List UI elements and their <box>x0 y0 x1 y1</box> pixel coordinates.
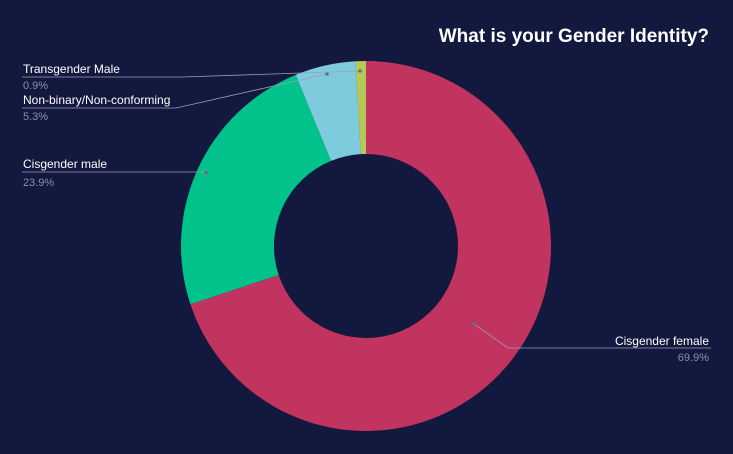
slice-label-transgender-male: Transgender Male <box>23 62 120 76</box>
leader-line-cisgender-female <box>473 323 711 349</box>
slice-value-cisgender-male: 23.9% <box>23 177 54 189</box>
slice-labels: Cisgender female 69.9% Cisgender male 23.9%… <box>23 62 709 364</box>
slice-transgender-male <box>355 61 366 155</box>
leader-dot-cisgender-female <box>472 322 476 326</box>
leader-dot-cisgender-male <box>204 170 209 175</box>
slice-cisgender-male <box>180 74 332 305</box>
leader-line-transgender-male <box>22 70 361 78</box>
slice-value-transgender-male: 0.9% <box>23 80 48 92</box>
slice-cisgender-female <box>190 61 551 432</box>
donut-slices <box>180 61 551 432</box>
slice-label-non-binary-non-conforming: Non-binary/Non-conforming <box>23 93 170 107</box>
slice-label-cisgender-female: Cisgender female <box>615 334 709 348</box>
chart-title: What is your Gender Identity? <box>439 26 709 47</box>
leader-dot-non-binary-non-conforming <box>325 72 329 76</box>
slice-value-cisgender-female: 69.9% <box>678 352 709 364</box>
leader-lines <box>22 69 711 349</box>
leader-line-cisgender-male <box>22 171 207 174</box>
slice-value-non-binary-non-conforming: 5.3% <box>23 111 48 123</box>
leader-dot-transgender-male <box>358 69 362 73</box>
leader-line-non-binary-non-conforming <box>22 73 328 109</box>
slice-label-cisgender-male: Cisgender male <box>23 157 107 171</box>
slice-non-binary-non-conforming <box>295 61 361 161</box>
